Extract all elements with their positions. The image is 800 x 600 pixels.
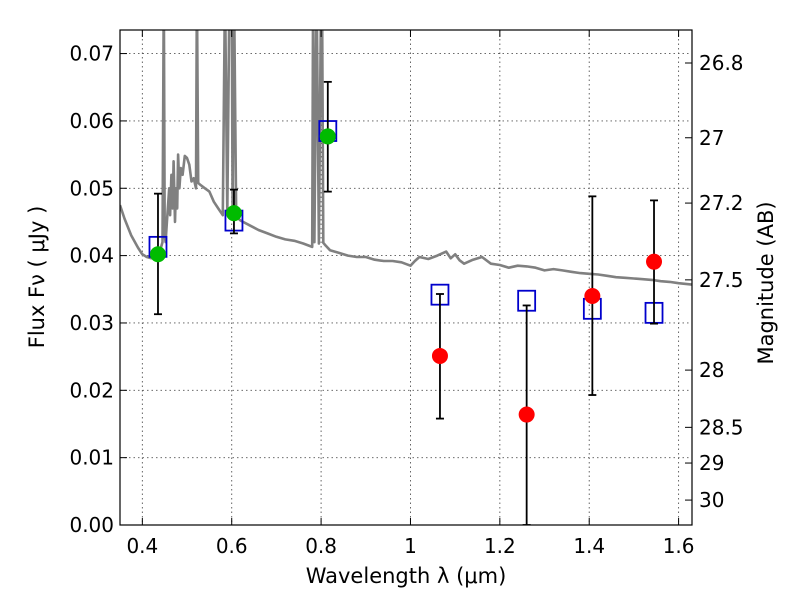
plot-area [120,30,692,525]
observed-flux-point [646,253,663,270]
observed-flux-point [149,246,166,263]
x-tick-label: 0.8 [305,534,337,558]
y-tick-label: 0.01 [69,446,114,470]
observed-flux-point [225,205,242,222]
y-tick-label: 0.07 [69,42,114,66]
observed-flux-point [518,406,535,423]
y-tick-label: 0.03 [69,311,114,335]
x-axis-label: Wavelength λ (μm) [306,564,507,588]
observed-flux-point [584,288,601,305]
model-spectrum-line [120,30,692,286]
observed-flux-point [431,347,448,364]
y-tick-label: 0.06 [69,109,114,133]
y2-tick-label: 27.5 [699,268,744,292]
grid [120,30,692,526]
y2-tick-label: 28 [699,358,724,382]
plot-frame [119,29,693,526]
y2-tick-label: 30 [699,488,724,512]
x-tick-label: 0.6 [216,534,248,558]
y2-tick-label: 27 [699,126,724,150]
y-tick-label: 0.02 [69,378,114,402]
y2-tick-label: 28.5 [699,415,744,439]
x-tick-label: 1.2 [484,534,516,558]
y2-axis-label: Magnitude (AB) [754,201,778,364]
x-tick-label: 1 [404,534,417,558]
y-tick-label: 0.05 [69,176,114,200]
observed-flux-point [319,128,336,145]
axis-ticks: 0.4 0.6 0.8 1 1.2 1.4 1.6 0.00 0.01 0.02 0.03 0.04 0… [69,30,744,558]
y2-tick-label: 26.8 [699,51,744,75]
y-tick-label: 0.04 [69,244,114,268]
x-tick-label: 1.4 [573,534,605,558]
x-tick-label: 1.6 [663,534,695,558]
x-tick-label: 0.4 [126,534,158,558]
y2-tick-label: 29 [699,451,724,475]
y-tick-label: 0.00 [69,513,114,537]
y2-tick-label: 27.2 [699,191,744,215]
y-axis-label: Flux Fν ( μJy ) [25,206,49,349]
